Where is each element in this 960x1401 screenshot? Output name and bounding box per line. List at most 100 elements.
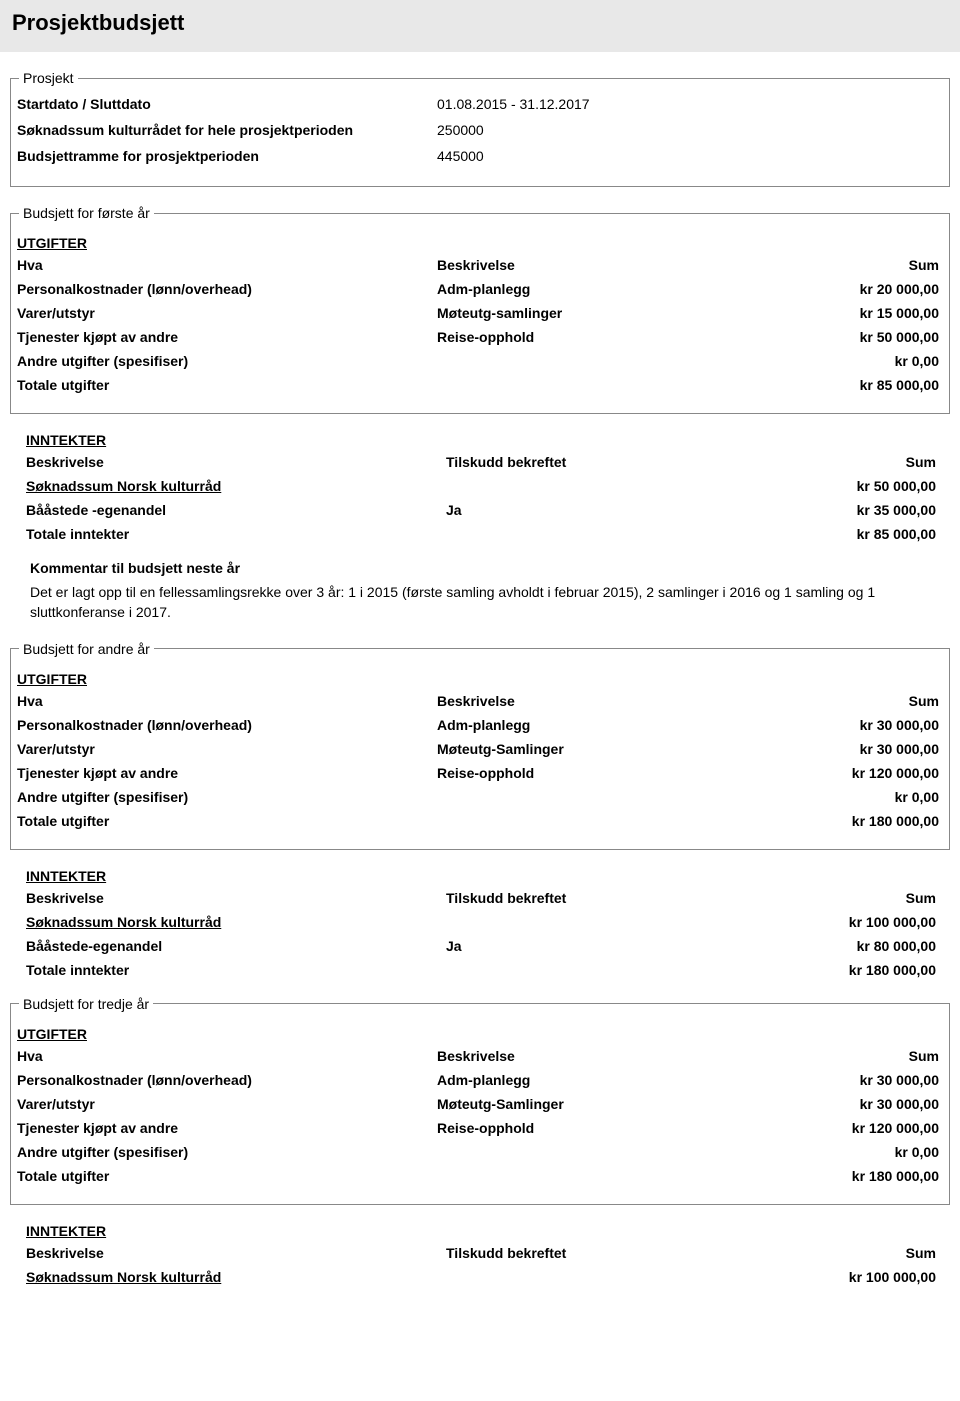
cell: kr 50 000,00 [777, 329, 943, 345]
inntekter-header: INNTEKTER [26, 868, 940, 884]
cell: Totale inntekter [26, 962, 446, 978]
page-title: Prosjektbudsjett [0, 0, 960, 52]
cell: Varer/utstyr [17, 741, 437, 757]
cell: Totale utgifter [17, 1168, 437, 1184]
table-row: Søknadssum Norsk kulturråd kr 100 000,00 [26, 1269, 940, 1285]
cell: kr 180 000,00 [777, 813, 943, 829]
year2-legend: Budsjett for andre år [19, 641, 154, 657]
col-tb: Tilskudd bekreftet [446, 1245, 786, 1261]
cell [437, 377, 777, 393]
cell: kr 180 000,00 [786, 962, 940, 978]
cell: kr 0,00 [777, 353, 943, 369]
utgifter-header: UTGIFTER [17, 1026, 943, 1042]
cell: kr 85 000,00 [777, 377, 943, 393]
table-row: Bååstede-egenandel Ja kr 80 000,00 [26, 938, 940, 954]
cell: Adm-planlegg [437, 717, 777, 733]
cell: Totale utgifter [17, 377, 437, 393]
cell: Varer/utstyr [17, 1096, 437, 1112]
col-tb: Tilskudd bekreftet [446, 890, 786, 906]
cell: Ja [446, 502, 786, 518]
year3-inntekter: INNTEKTER Beskrivelse Tilskudd bekreftet… [10, 1223, 950, 1285]
kv-label: Budsjettramme for prosjektperioden [17, 148, 437, 164]
inntekter-header: INNTEKTER [26, 432, 940, 448]
content-area: Prosjekt Startdato / Sluttdato 01.08.201… [0, 70, 960, 1313]
table-header: Hva Beskrivelse Sum [17, 1048, 943, 1064]
cell: kr 0,00 [777, 1144, 943, 1160]
link-cell[interactable]: Søknadssum Norsk kulturråd [26, 478, 446, 494]
cell: Tjenester kjøpt av andre [17, 1120, 437, 1136]
cell [446, 914, 786, 930]
table-row: Totale utgifter kr 180 000,00 [17, 813, 943, 829]
year2-inntekter: INNTEKTER Beskrivelse Tilskudd bekreftet… [10, 868, 950, 978]
cell: Bååstede-egenandel [26, 938, 446, 954]
cell [446, 1269, 786, 1285]
year3-legend: Budsjett for tredje år [19, 996, 153, 1012]
table-row: Varer/utstyr Møteutg-Samlinger kr 30 000… [17, 1096, 943, 1112]
table-row: Totale utgifter kr 85 000,00 [17, 377, 943, 393]
kv-row: Søknadssum kulturrådet for hele prosjekt… [17, 122, 943, 138]
cell: Andre utgifter (spesifiser) [17, 789, 437, 805]
table-row: Andre utgifter (spesifiser) kr 0,00 [17, 1144, 943, 1160]
cell: kr 180 000,00 [777, 1168, 943, 1184]
table-row: Totale inntekter kr 85 000,00 [26, 526, 940, 542]
cell: kr 100 000,00 [786, 1269, 940, 1285]
cell: Personalkostnader (lønn/overhead) [17, 717, 437, 733]
cell [437, 353, 777, 369]
col-tb: Tilskudd bekreftet [446, 454, 786, 470]
table-row: Tjenester kjøpt av andre Reise-opphold k… [17, 765, 943, 781]
col-beskrivelse: Beskrivelse [437, 693, 777, 709]
cell: Møteutg-Samlinger [437, 1096, 777, 1112]
table-row: Varer/utstyr Møteutg-samlinger kr 15 000… [17, 305, 943, 321]
cell [446, 526, 786, 542]
prosjekt-legend: Prosjekt [19, 70, 78, 86]
table-header: Beskrivelse Tilskudd bekreftet Sum [26, 1245, 940, 1261]
col-beskrivelse: Beskrivelse [26, 890, 446, 906]
year2-fieldset: Budsjett for andre år UTGIFTER Hva Beskr… [10, 641, 950, 850]
cell: Varer/utstyr [17, 305, 437, 321]
link-cell[interactable]: Søknadssum Norsk kulturråd [26, 1269, 446, 1285]
col-sum: Sum [777, 693, 943, 709]
table-row: Totale inntekter kr 180 000,00 [26, 962, 940, 978]
cell [437, 813, 777, 829]
cell [446, 962, 786, 978]
table-header: Beskrivelse Tilskudd bekreftet Sum [26, 454, 940, 470]
kv-row: Budsjettramme for prosjektperioden 44500… [17, 148, 943, 164]
cell [437, 1144, 777, 1160]
cell: Tjenester kjøpt av andre [17, 329, 437, 345]
table-row: Tjenester kjøpt av andre Reise-opphold k… [17, 1120, 943, 1136]
cell: kr 30 000,00 [777, 1096, 943, 1112]
cell: Ja [446, 938, 786, 954]
kv-label: Startdato / Sluttdato [17, 96, 437, 112]
table-header: Hva Beskrivelse Sum [17, 257, 943, 273]
cell: kr 0,00 [777, 789, 943, 805]
col-beskrivelse: Beskrivelse [26, 454, 446, 470]
cell: kr 30 000,00 [777, 717, 943, 733]
table-row: Totale utgifter kr 180 000,00 [17, 1168, 943, 1184]
col-beskrivelse: Beskrivelse [437, 257, 777, 273]
utgifter-header: UTGIFTER [17, 671, 943, 687]
col-sum: Sum [777, 1048, 943, 1064]
kv-value: 445000 [437, 148, 943, 164]
cell: Personalkostnader (lønn/overhead) [17, 281, 437, 297]
cell: kr 30 000,00 [777, 1072, 943, 1088]
cell: Totale inntekter [26, 526, 446, 542]
table-row: Personalkostnader (lønn/overhead) Adm-pl… [17, 281, 943, 297]
col-hva: Hva [17, 257, 437, 273]
cell: kr 120 000,00 [777, 1120, 943, 1136]
col-beskrivelse: Beskrivelse [26, 1245, 446, 1261]
table-row: Tjenester kjøpt av andre Reise-opphold k… [17, 329, 943, 345]
col-sum: Sum [777, 257, 943, 273]
col-sum: Sum [786, 890, 940, 906]
cell: Bååstede -egenandel [26, 502, 446, 518]
table-row: Andre utgifter (spesifiser) kr 0,00 [17, 353, 943, 369]
cell: kr 15 000,00 [777, 305, 943, 321]
cell: Reise-opphold [437, 765, 777, 781]
table-header: Hva Beskrivelse Sum [17, 693, 943, 709]
cell: Totale utgifter [17, 813, 437, 829]
cell [446, 478, 786, 494]
cell: kr 30 000,00 [777, 741, 943, 757]
col-sum: Sum [786, 454, 940, 470]
comment-block: Kommentar til budsjett neste år Det er l… [26, 560, 940, 623]
link-cell[interactable]: Søknadssum Norsk kulturråd [26, 914, 446, 930]
cell: Personalkostnader (lønn/overhead) [17, 1072, 437, 1088]
